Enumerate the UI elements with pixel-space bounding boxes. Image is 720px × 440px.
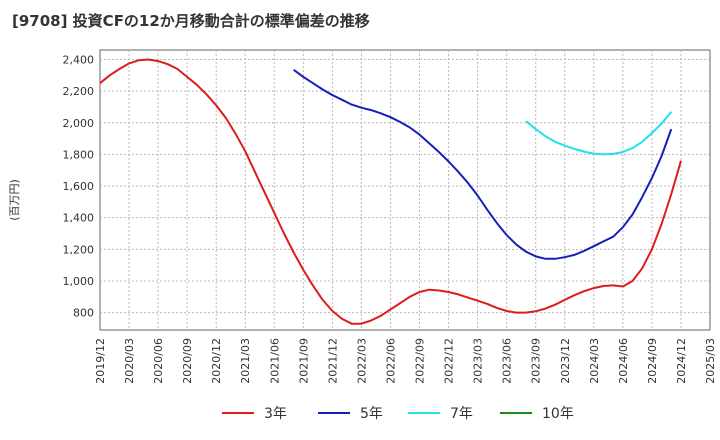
y-tick-label: 1,600: [63, 180, 95, 193]
y-axis-label: (百万円): [8, 179, 21, 221]
x-tick-label: 2022/12: [443, 338, 456, 384]
x-tick-label: 2023/12: [559, 338, 572, 384]
x-tick-label: 2024/06: [617, 338, 630, 384]
y-tick-label: 1,800: [63, 148, 95, 161]
x-tick-label: 2024/03: [588, 338, 601, 384]
y-tick-label: 2,000: [63, 117, 95, 130]
y-tick-label: 800: [73, 307, 94, 320]
x-tick-label: 2021/12: [326, 338, 339, 384]
x-tick-label: 2020/06: [152, 338, 165, 384]
x-tick-label: 2022/06: [384, 338, 397, 384]
x-tick-label: 2021/09: [297, 338, 310, 384]
grid-layer: [99, 49, 711, 331]
series-line: [293, 68, 673, 260]
x-tick-label: 2025/03: [704, 338, 717, 384]
x-tick-label: 2020/12: [210, 338, 223, 384]
y-tick-label: 1,000: [63, 275, 95, 288]
legend: 3年 5年 7年 10年: [222, 406, 574, 422]
y-tick-label: 2,400: [63, 53, 95, 66]
x-tick-label: 2023/09: [530, 338, 543, 384]
chart-title: [9708] 投資CFの12か月移動合計の標準偏差の推移: [12, 12, 370, 30]
x-tick-label: 2024/09: [646, 338, 659, 384]
x-tick-label: 2021/06: [268, 338, 281, 384]
x-tick-label: 2020/03: [123, 338, 136, 384]
axis-layer: 800 1,000 1,200 1,400 1,600 1,800 2,000 2,200 2,…: [63, 53, 718, 383]
x-tick-label: 2021/03: [239, 338, 252, 384]
legend-label: 5年: [360, 406, 383, 422]
x-tick-label: 2023/03: [472, 338, 485, 384]
x-tick-label: 2022/09: [414, 338, 427, 384]
series-line: [99, 58, 682, 325]
legend-label: 7年: [450, 406, 473, 422]
series-layer: [99, 58, 682, 325]
x-tick-label: 2022/03: [355, 338, 368, 384]
y-tick-label: 1,400: [63, 212, 95, 225]
y-tick-label: 1,200: [63, 243, 95, 256]
plot-area: [99, 49, 711, 331]
x-tick-label: 2023/06: [501, 338, 514, 384]
x-tick-label: 2024/12: [675, 338, 688, 384]
series-line: [525, 111, 673, 156]
y-tick-label: 2,200: [63, 85, 95, 98]
legend-label: 3年: [264, 406, 287, 422]
x-tick-label: 2019/12: [94, 338, 107, 384]
x-tick-label: 2020/09: [181, 338, 194, 384]
legend-label: 10年: [542, 406, 574, 422]
